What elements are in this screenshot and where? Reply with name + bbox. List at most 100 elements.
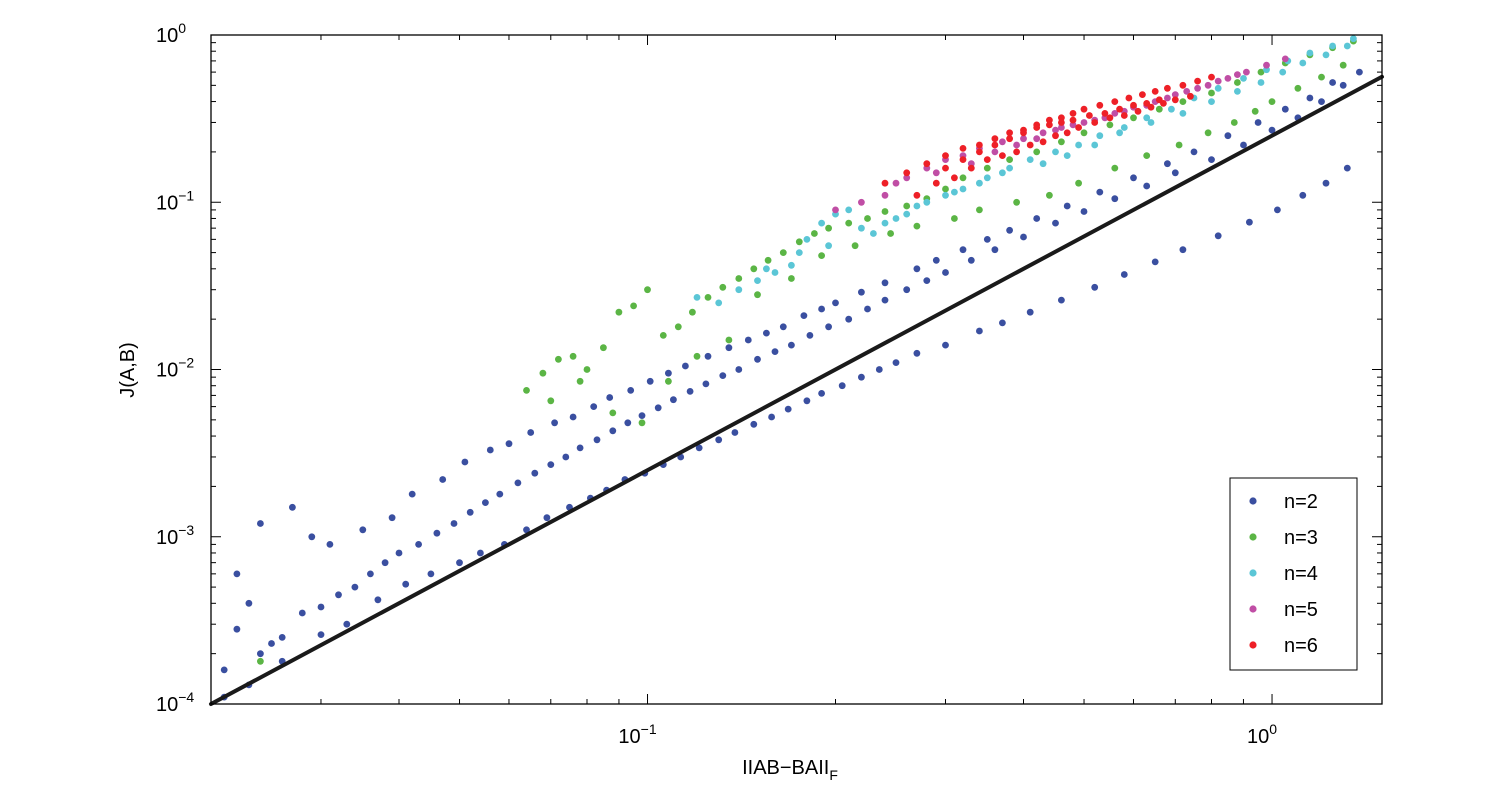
data-point: [932, 169, 940, 177]
data-point: [1306, 49, 1314, 57]
data-point: [1130, 114, 1137, 122]
data-point: [1139, 91, 1146, 98]
x-axis-label-subscript: F: [829, 767, 838, 783]
data-point: [719, 283, 727, 291]
data-point: [951, 188, 958, 196]
data-point: [1091, 119, 1099, 126]
data-point: [881, 179, 889, 187]
ticks-layer: [210, 34, 1382, 705]
data-point: [1116, 129, 1123, 137]
data-point: [959, 156, 967, 164]
data-point: [674, 323, 682, 331]
points-layer: [220, 35, 1363, 701]
data-point: [220, 666, 228, 674]
data-point: [1164, 160, 1171, 168]
data-point: [1257, 79, 1265, 86]
data-point: [665, 377, 672, 385]
data-point: [427, 570, 435, 578]
data-point: [1058, 296, 1065, 304]
data-point: [1151, 88, 1159, 95]
data-point: [1106, 121, 1114, 129]
data-point: [903, 202, 911, 210]
data-point: [892, 179, 900, 187]
data-point: [1194, 77, 1201, 85]
data-point: [1214, 232, 1222, 240]
data-point: [887, 230, 894, 237]
tick-labels-layer: 10−1 100 10−4 10−3 10−2 10−1 100: [156, 20, 1277, 748]
data-point: [763, 265, 770, 273]
data-point: [693, 294, 701, 301]
data-point: [1006, 226, 1013, 234]
data-point: [881, 296, 889, 304]
y-tick-label: 100: [156, 20, 186, 47]
data-point: [892, 215, 900, 222]
legend-marker: [1249, 533, 1257, 541]
data-point: [704, 294, 712, 301]
legend-item: n=3: [1249, 527, 1318, 549]
data-point: [942, 341, 949, 349]
legend-label: n=4: [1284, 563, 1318, 585]
data-point: [461, 458, 469, 466]
data-point: [913, 191, 921, 199]
data-point: [976, 179, 983, 187]
legend: n=2 n=3 n=4 n=5 n=6: [1229, 477, 1358, 671]
data-point: [818, 305, 825, 313]
data-point: [735, 275, 743, 282]
data-point: [1322, 51, 1330, 59]
data-point: [1240, 141, 1247, 149]
data-point: [825, 224, 832, 232]
data-point: [976, 327, 983, 335]
data-point: [754, 277, 761, 284]
data-point: [670, 396, 677, 404]
data-point: [1254, 119, 1262, 126]
data-point: [976, 206, 983, 214]
data-point: [1033, 148, 1041, 156]
data-point: [1063, 129, 1071, 137]
data-point: [1006, 135, 1013, 143]
data-point: [771, 269, 779, 276]
data-point: [486, 446, 494, 454]
data-point: [1096, 188, 1104, 196]
legend-label: n=2: [1284, 491, 1318, 513]
data-point: [991, 135, 999, 143]
data-point: [257, 650, 264, 658]
data-point: [959, 174, 967, 182]
data-point: [1058, 124, 1065, 131]
data-point: [875, 366, 883, 373]
data-point: [881, 191, 889, 199]
data-point: [659, 332, 667, 339]
data-point: [845, 315, 853, 323]
data-point: [1006, 156, 1013, 164]
data-point: [764, 256, 772, 264]
data-point: [976, 148, 983, 156]
data-point: [496, 490, 504, 498]
data-point: [1069, 116, 1077, 124]
data-point: [1175, 141, 1183, 149]
data-point: [1080, 129, 1088, 137]
data-point: [1234, 79, 1241, 86]
data-point: [547, 461, 555, 468]
legend-item: n=6: [1249, 635, 1318, 657]
data-point: [569, 352, 577, 360]
data-point: [1339, 61, 1347, 69]
legend-marker: [1249, 497, 1257, 505]
data-point: [402, 580, 410, 588]
data-point: [1052, 126, 1059, 134]
data-point: [562, 453, 570, 461]
data-point: [803, 236, 811, 243]
data-point: [784, 405, 792, 413]
legend-marker: [1249, 641, 1257, 649]
data-point: [1058, 114, 1065, 122]
data-point: [858, 198, 865, 206]
data-point: [1164, 84, 1171, 92]
data-point: [763, 329, 770, 337]
data-point: [609, 427, 617, 435]
data-point: [864, 305, 871, 313]
data-point: [1179, 110, 1187, 117]
data-point: [991, 141, 999, 149]
data-point: [779, 323, 787, 331]
data-point: [1234, 71, 1241, 78]
data-point: [638, 419, 646, 427]
data-point: [615, 308, 623, 316]
